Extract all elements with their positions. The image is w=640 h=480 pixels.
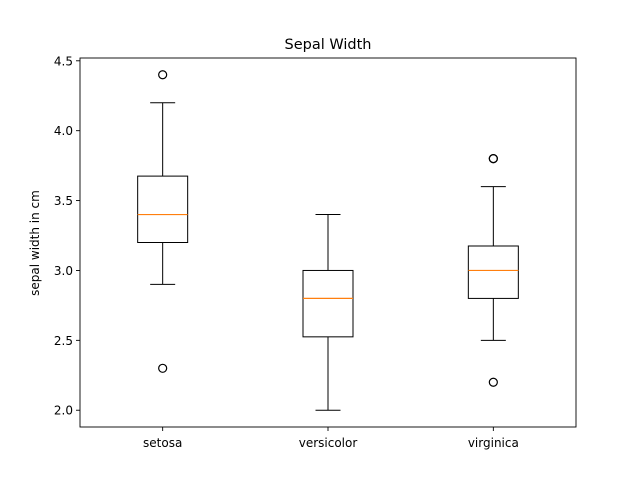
box-group-virginica <box>467 154 519 387</box>
y-axis-label: sepal width in cm <box>28 190 42 296</box>
plot-area-frame <box>79 57 577 428</box>
y-tick-label: 2.5 <box>54 334 73 348</box>
outlier-point <box>488 154 498 164</box>
outlier-point <box>158 70 168 80</box>
chart-title: Sepal Width <box>285 37 372 53</box>
y-tick-label: 4.5 <box>54 54 73 68</box>
x-tick-label: setosa <box>143 436 182 450</box>
y-tick-label: 4.0 <box>54 124 73 138</box>
x-tick-label: virginica <box>468 436 519 450</box>
box-series <box>137 70 519 411</box>
x-axis: setosa versicolor virginica <box>143 427 519 450</box>
box-iqr <box>467 245 519 299</box>
outlier-point <box>488 377 498 387</box>
y-axis: 2.0 2.5 3.0 3.5 4.0 4.5 <box>54 54 80 418</box>
box-group-versicolor <box>302 214 354 411</box>
x-tick-label: versicolor <box>299 436 358 450</box>
y-tick-label: 2.0 <box>54 404 73 418</box>
outlier-point <box>158 363 168 373</box>
box-group-setosa <box>137 70 189 373</box>
box-iqr <box>302 269 354 338</box>
box-iqr <box>137 175 189 243</box>
y-tick-label: 3.5 <box>54 194 73 208</box>
y-tick-label: 3.0 <box>54 264 73 278</box>
